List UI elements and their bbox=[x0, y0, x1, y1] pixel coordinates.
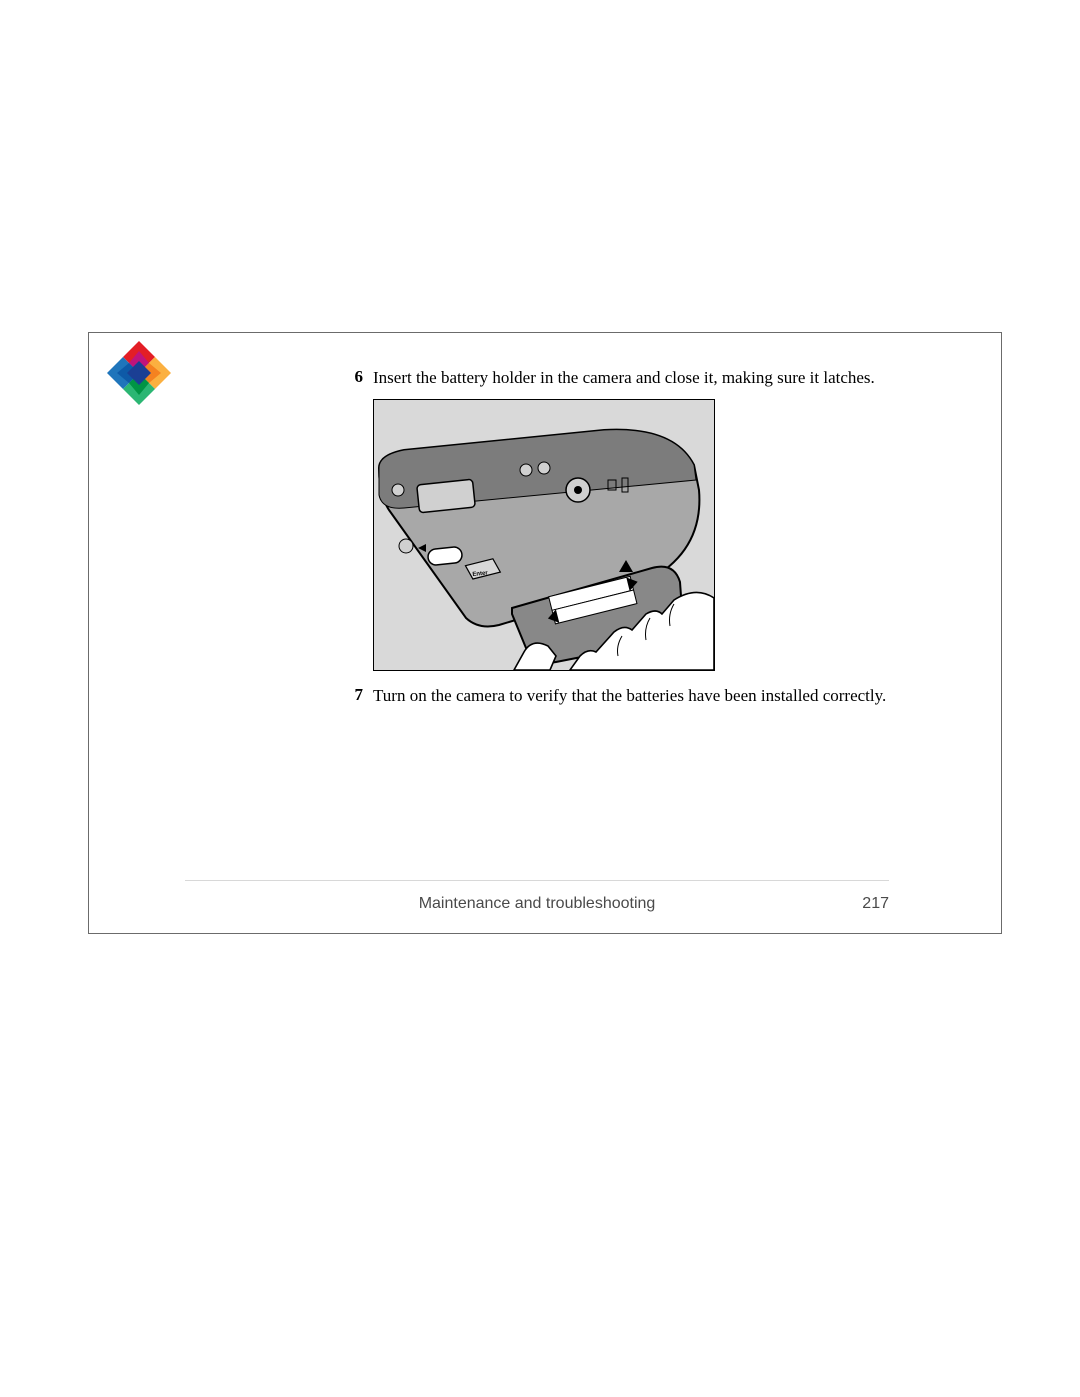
step-number: 6 bbox=[341, 367, 363, 387]
camera-illustration-icon: Enter bbox=[374, 400, 714, 670]
canvas: 6 Insert the battery holder in the camer… bbox=[0, 0, 1080, 1397]
page-frame: 6 Insert the battery holder in the camer… bbox=[88, 332, 1002, 934]
spectrum-diamond-icon bbox=[107, 341, 171, 405]
polaroid-logo bbox=[107, 341, 171, 405]
footer-section-title: Maintenance and troubleshooting bbox=[185, 895, 889, 913]
step-text: Turn on the camera to verify that the ba… bbox=[373, 685, 886, 707]
page-footer: Maintenance and troubleshooting 217 bbox=[185, 895, 889, 913]
step-6: 6 Insert the battery holder in the camer… bbox=[341, 367, 893, 389]
step-number: 7 bbox=[341, 685, 363, 705]
footer-rule bbox=[185, 880, 889, 881]
figure-battery-insert: Enter bbox=[373, 399, 715, 671]
page-number: 217 bbox=[862, 895, 889, 913]
step-7: 7 Turn on the camera to verify that the … bbox=[341, 685, 893, 707]
step-text: Insert the battery holder in the camera … bbox=[373, 367, 875, 389]
content-column: 6 Insert the battery holder in the camer… bbox=[341, 367, 893, 711]
